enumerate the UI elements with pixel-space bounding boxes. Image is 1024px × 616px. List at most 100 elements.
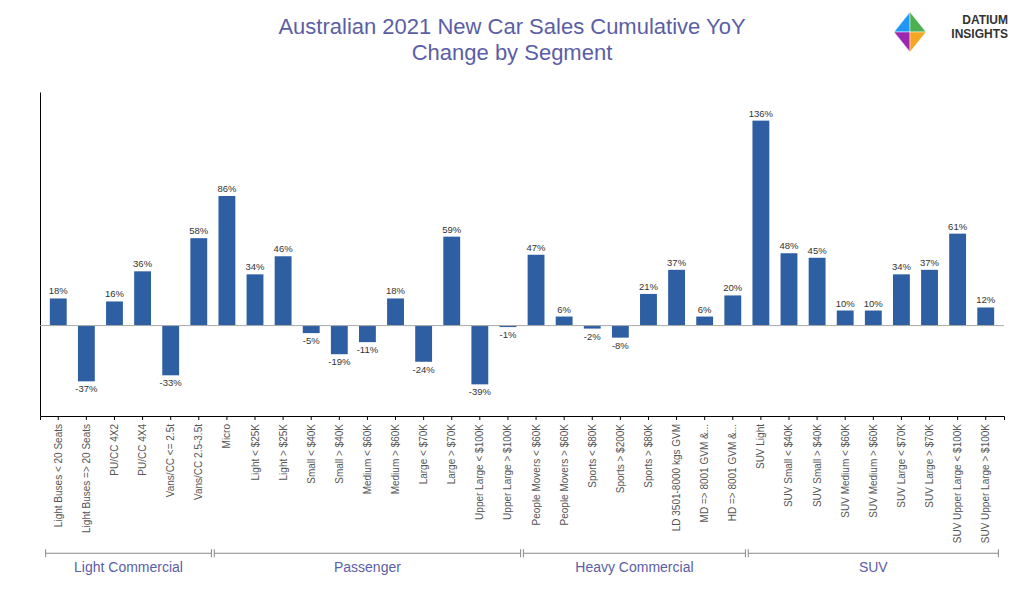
data-label: 34% — [245, 261, 265, 272]
logo-part — [894, 32, 910, 52]
x-tick-label: SUV Large < $70K — [896, 424, 907, 508]
data-label: 18% — [49, 285, 69, 296]
x-tick: SUV Medium < $60K — [840, 416, 851, 518]
bar — [415, 326, 432, 362]
data-label: -2% — [584, 331, 601, 342]
x-tick: Large > $70K — [446, 416, 457, 484]
group-label: Light Commercial — [74, 559, 183, 575]
x-tick: Sports < $80K — [587, 416, 598, 488]
data-label: -5% — [303, 335, 320, 346]
x-tick-label: Micro — [221, 424, 232, 449]
bar — [50, 298, 67, 325]
bar — [893, 274, 910, 325]
bar — [387, 298, 404, 325]
logo-part — [910, 12, 926, 32]
x-tick-label: SUV Medium < $60K — [840, 424, 851, 518]
x-tick-mark — [339, 416, 340, 420]
bar — [724, 295, 741, 325]
x-tick-mark — [929, 416, 930, 420]
x-tick-mark — [901, 416, 902, 420]
x-tick: SUV Large > $70K — [924, 416, 935, 508]
x-tick-mark — [957, 416, 958, 420]
data-label: 6% — [698, 304, 712, 315]
x-tick: SUV Small < $40K — [783, 416, 794, 507]
data-label: 45% — [808, 245, 828, 256]
x-tick-label: Light Buses < 20 Seats — [53, 424, 64, 527]
data-label: 36% — [133, 258, 153, 269]
bar — [837, 311, 854, 326]
x-tick-mark — [564, 416, 565, 420]
data-label: 58% — [189, 225, 209, 236]
x-tick-label: SUV Small < $40K — [783, 424, 794, 507]
x-tick: SUV Light — [755, 416, 766, 469]
group-label: Heavy Commercial — [575, 559, 693, 575]
data-label: 59% — [442, 224, 462, 235]
x-tick-label: Sports > $80K — [643, 424, 654, 488]
x-tick: Sports > $80K — [643, 416, 654, 488]
x-tick-label: SUV Small > $40K — [812, 424, 823, 507]
bar — [528, 255, 545, 326]
bar — [668, 270, 685, 326]
x-tick: Light Buses => 20 Seats — [81, 416, 92, 533]
bar — [190, 238, 207, 325]
x-tick: SUV Medium > $60K — [868, 416, 879, 518]
x-tick-label: SUV Medium > $60K — [868, 424, 879, 518]
group-bracket-end — [748, 549, 749, 557]
x-tick-label: SUV Light — [755, 424, 766, 469]
data-label: 48% — [779, 240, 799, 251]
bar — [218, 196, 235, 326]
logo-part — [894, 12, 910, 32]
x-tick: MD => 8001 GVM &... — [699, 416, 710, 522]
x-tick-mark — [367, 416, 368, 420]
group-bracket-end — [45, 549, 46, 557]
data-label: 20% — [723, 282, 743, 293]
x-tick-label: Vans/CC <= 2.5t — [165, 424, 176, 497]
zero-line — [40, 325, 1004, 326]
x-tick: Light > $25K — [278, 416, 289, 480]
x-axis-line — [41, 417, 1005, 421]
x-tick-label: PU/CC 4X2 — [109, 424, 120, 476]
bar — [359, 326, 376, 343]
bar — [303, 326, 320, 334]
data-label: -8% — [612, 340, 629, 351]
data-label: -19% — [328, 356, 351, 367]
x-tick-label: Small > $40K — [334, 424, 345, 484]
bar — [921, 270, 938, 326]
bar — [443, 237, 460, 326]
data-label: -37% — [75, 383, 98, 394]
bar — [696, 317, 713, 326]
group-bracket-end — [523, 549, 524, 557]
x-tick-label: Large > $70K — [446, 424, 457, 485]
x-tick-mark — [817, 416, 818, 420]
bar — [640, 294, 657, 326]
x-tick-label: PU/CC 4X4 — [137, 424, 148, 476]
x-tick: Large < $70K — [418, 416, 429, 484]
group-bracket-end — [214, 549, 215, 557]
data-label: 21% — [639, 281, 659, 292]
data-label: 10% — [864, 298, 884, 309]
x-tick: SUV Upper Large > $100K — [980, 416, 991, 543]
x-tick-label: Sports < $80K — [587, 424, 598, 488]
data-label: -39% — [469, 386, 492, 397]
x-tick-label: Vans/CC 2.5-3.5t — [193, 424, 204, 500]
x-tick-mark — [788, 416, 789, 420]
x-tick: People Movers < $60K — [531, 416, 542, 525]
x-tick-mark — [845, 416, 846, 420]
data-label: -1% — [499, 329, 516, 340]
data-label: -11% — [357, 344, 379, 355]
x-tick: Micro — [221, 416, 232, 448]
bar — [865, 311, 882, 326]
x-tick-mark — [255, 416, 256, 420]
x-tick-mark — [58, 416, 59, 420]
group-bracket-end — [745, 549, 746, 557]
x-tick: PU/CC 4X2 — [109, 416, 120, 476]
x-tick-mark — [620, 416, 621, 420]
x-tick: SUV Large < $70K — [896, 416, 907, 508]
bar — [134, 271, 151, 325]
x-tick: SUV Upper Large < $100K — [952, 416, 963, 543]
x-tick: HD => 8001 GVM &... — [727, 416, 738, 521]
group-bracket-end — [998, 549, 999, 557]
data-label: 47% — [527, 242, 547, 253]
y-axis — [40, 93, 41, 417]
x-tick-mark — [198, 416, 199, 420]
